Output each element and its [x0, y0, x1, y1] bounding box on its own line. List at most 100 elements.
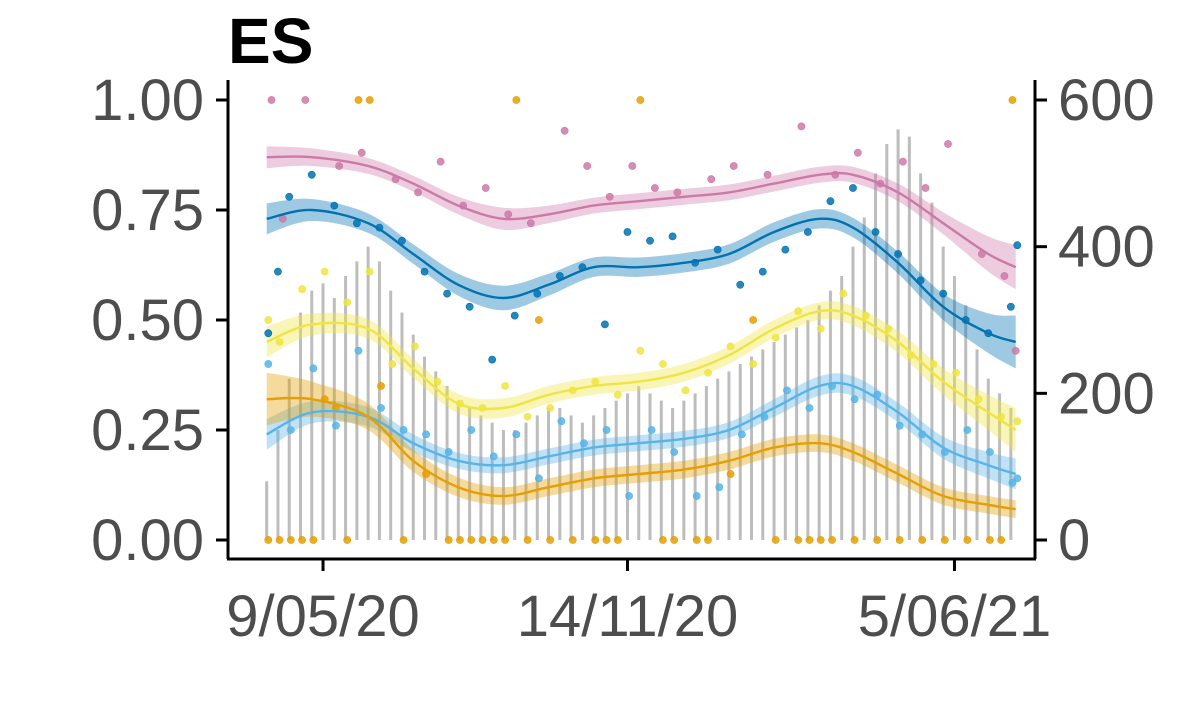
data-point — [918, 536, 927, 544]
y-tick-label: 0.00 — [91, 508, 204, 573]
data-point — [275, 536, 284, 544]
data-point — [399, 536, 408, 544]
data-point — [997, 536, 1006, 544]
data-point — [591, 377, 600, 386]
data-point — [794, 307, 803, 316]
data-point — [816, 324, 825, 333]
data-point — [557, 417, 566, 426]
data-point — [929, 360, 938, 368]
y2-tick-label: 400 — [1058, 215, 1155, 280]
data-point — [330, 201, 339, 210]
data-point — [636, 96, 645, 104]
data-point — [301, 96, 310, 104]
data-point — [343, 298, 352, 307]
data-point — [895, 421, 904, 430]
data-point — [264, 329, 273, 338]
data-point — [692, 492, 701, 500]
data-point — [670, 448, 679, 456]
data-point — [422, 430, 431, 439]
data-point — [659, 360, 667, 368]
data-point — [681, 386, 690, 395]
data-point — [444, 448, 453, 456]
y-tick-label: 0.25 — [91, 398, 204, 463]
data-point — [410, 342, 419, 351]
data-point — [1013, 474, 1022, 483]
trend-line — [266, 309, 1017, 432]
data-point — [737, 430, 746, 439]
data-point — [850, 536, 859, 544]
data-point — [668, 232, 677, 241]
data-point — [602, 426, 611, 434]
y2-tick-label: 0 — [1058, 508, 1090, 573]
data-point — [467, 536, 476, 544]
data-point — [613, 390, 622, 399]
data-point — [285, 192, 294, 201]
data-point — [298, 285, 306, 294]
data-point — [625, 492, 633, 500]
data-point — [264, 536, 273, 544]
data-point — [758, 267, 767, 276]
data-point — [1013, 241, 1022, 250]
trend-line — [266, 381, 1017, 476]
data-point — [921, 184, 930, 192]
data-point — [465, 302, 474, 311]
data-point — [713, 245, 722, 254]
data-point — [826, 197, 835, 206]
data-point — [816, 536, 825, 544]
data-point — [803, 228, 812, 236]
data-point — [365, 96, 374, 104]
y-tick-label: 0.50 — [91, 288, 204, 353]
data-point — [707, 175, 716, 184]
data-point — [636, 346, 645, 355]
data-point — [1008, 96, 1017, 104]
data-point — [510, 311, 519, 320]
data-point — [1011, 346, 1020, 355]
data-point — [512, 96, 521, 104]
data-point — [726, 470, 735, 478]
data-point — [443, 289, 451, 298]
data-point — [309, 536, 318, 544]
data-point — [1006, 302, 1015, 311]
data-point — [489, 536, 498, 544]
data-point — [646, 236, 654, 245]
data-point — [526, 219, 535, 228]
data-point — [797, 122, 806, 131]
x-tick-label: 9/05/20 — [226, 584, 420, 649]
data-point — [444, 536, 453, 544]
data-point — [456, 536, 464, 544]
data-point — [512, 430, 521, 439]
data-point — [794, 536, 803, 544]
data-point — [357, 148, 366, 157]
data-point — [523, 412, 532, 421]
data-point — [298, 536, 306, 544]
x-tick-label: 14/11/20 — [517, 584, 738, 649]
data-point — [659, 536, 667, 544]
data-point — [504, 210, 513, 219]
data-point — [501, 536, 509, 544]
data-point — [939, 289, 948, 298]
data-point — [580, 439, 588, 448]
data-point — [399, 426, 408, 434]
data-point — [839, 289, 848, 298]
data-point — [377, 404, 385, 412]
data-point — [605, 192, 614, 201]
data-point — [985, 536, 994, 544]
data-point — [884, 324, 893, 333]
data-point — [899, 157, 907, 166]
data-point — [670, 536, 679, 544]
data-point — [650, 184, 659, 192]
data-point — [715, 483, 724, 492]
data-point — [264, 316, 273, 324]
data-point — [853, 148, 862, 157]
data-point — [365, 267, 374, 276]
data-point — [749, 360, 758, 368]
data-point — [534, 474, 543, 483]
data-point — [560, 126, 569, 135]
data-point — [489, 452, 498, 461]
data-point — [335, 162, 344, 170]
data-point — [1000, 272, 1009, 280]
data-point — [307, 170, 316, 179]
data-point — [591, 536, 600, 544]
data-point — [546, 404, 555, 412]
